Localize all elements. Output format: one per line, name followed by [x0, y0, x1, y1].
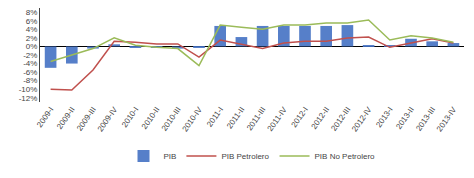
svg-text:2010-I: 2010-I: [120, 105, 140, 129]
svg-text:2009-I: 2009-I: [35, 105, 55, 129]
svg-text:2011-II: 2011-II: [225, 105, 246, 130]
svg-text:2010-II: 2010-II: [140, 105, 162, 131]
svg-text:-8%: -8%: [23, 76, 37, 85]
svg-text:2%: 2%: [26, 34, 38, 43]
svg-text:-10%: -10%: [19, 85, 38, 94]
svg-text:2009-III: 2009-III: [75, 105, 98, 132]
svg-text:2011-III: 2011-III: [245, 105, 268, 132]
svg-text:2013-IV: 2013-IV: [435, 105, 459, 134]
svg-text:-2%: -2%: [23, 51, 37, 60]
svg-text:-6%: -6%: [23, 68, 37, 77]
svg-text:2012-III: 2012-III: [329, 105, 352, 132]
svg-text:2010-III: 2010-III: [160, 105, 183, 132]
svg-text:2013-III: 2013-III: [414, 105, 437, 132]
svg-text:0%: 0%: [26, 42, 38, 51]
svg-text:8%: 8%: [26, 8, 38, 17]
svg-text:2013-I: 2013-I: [374, 105, 394, 129]
svg-text:-12%: -12%: [19, 94, 38, 103]
svg-text:PIB Petrolero: PIB Petrolero: [221, 152, 269, 161]
svg-text:-4%: -4%: [23, 59, 37, 68]
svg-text:2011-I: 2011-I: [205, 105, 225, 128]
svg-text:2013-II: 2013-II: [394, 105, 416, 131]
svg-text:6%: 6%: [26, 17, 38, 26]
svg-text:2009-IV: 2009-IV: [96, 105, 120, 134]
svg-text:2009-II: 2009-II: [55, 105, 77, 131]
svg-text:2012-IV: 2012-IV: [350, 105, 374, 134]
svg-text:2010-IV: 2010-IV: [180, 105, 204, 134]
svg-text:PIB No Petrolero: PIB No Petrolero: [315, 152, 376, 161]
svg-text:2012-I: 2012-I: [290, 105, 310, 129]
svg-text:2011-IV: 2011-IV: [266, 105, 289, 133]
svg-text:PIB: PIB: [164, 152, 177, 161]
svg-text:2012-II: 2012-II: [309, 105, 331, 131]
svg-text:4%: 4%: [26, 25, 38, 34]
